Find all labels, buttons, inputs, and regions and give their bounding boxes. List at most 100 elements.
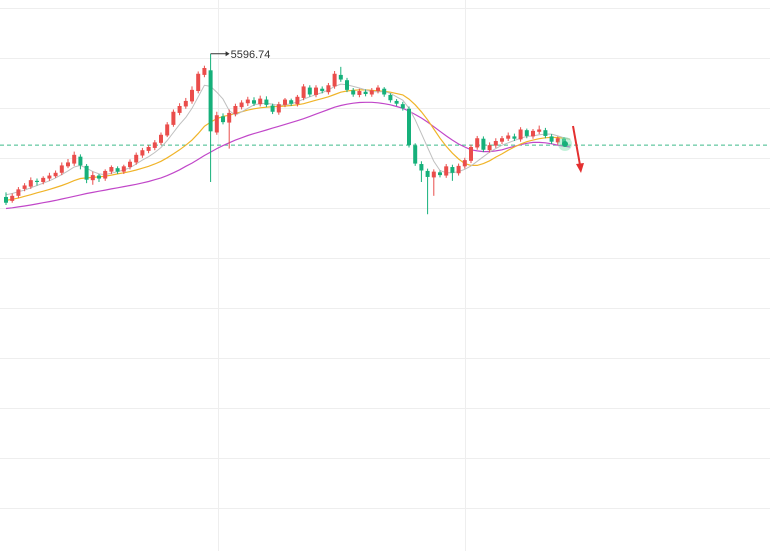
candle-body-up bbox=[152, 142, 157, 148]
candle-body-up bbox=[59, 165, 64, 173]
candle bbox=[307, 85, 312, 97]
candle-body-up bbox=[214, 115, 219, 133]
candle bbox=[252, 97, 256, 106]
candle bbox=[177, 103, 182, 116]
candle-body-up bbox=[301, 86, 306, 98]
candle bbox=[66, 158, 70, 169]
candle-body-up bbox=[518, 129, 523, 140]
candle-body-down bbox=[115, 168, 120, 172]
candle bbox=[357, 88, 362, 98]
candle-body-up bbox=[487, 145, 492, 151]
candle-body-down bbox=[543, 130, 548, 136]
candle bbox=[555, 136, 560, 145]
moving-average-lines bbox=[5, 83, 571, 210]
candle-body-up bbox=[66, 162, 70, 167]
candle bbox=[245, 96, 250, 106]
candle bbox=[314, 85, 318, 98]
candle bbox=[487, 142, 492, 153]
candle bbox=[431, 169, 436, 196]
candle bbox=[165, 122, 170, 138]
candle bbox=[35, 178, 39, 186]
horizontal-grid bbox=[0, 8, 770, 509]
candle-body-up bbox=[295, 96, 300, 105]
candle bbox=[59, 162, 64, 176]
candle-body-down bbox=[394, 100, 399, 104]
candle bbox=[239, 100, 244, 110]
candle-body-up bbox=[109, 167, 114, 172]
candle bbox=[152, 140, 157, 151]
candle-body-up bbox=[10, 195, 15, 201]
candle-body-down bbox=[345, 80, 349, 90]
candle bbox=[345, 77, 349, 93]
candle bbox=[512, 133, 517, 142]
candle-body-up bbox=[475, 138, 480, 148]
candle-body-up bbox=[183, 100, 188, 107]
candle bbox=[419, 161, 424, 182]
candle-body-down bbox=[221, 116, 225, 123]
candle bbox=[41, 176, 46, 185]
candle-body-up bbox=[369, 90, 374, 95]
ma-short-line bbox=[5, 83, 571, 196]
candle bbox=[227, 109, 232, 149]
candle-body-up bbox=[500, 138, 504, 142]
candle bbox=[407, 106, 411, 148]
candle-body-up bbox=[469, 146, 473, 161]
candle bbox=[543, 127, 548, 139]
candle-body-up bbox=[537, 129, 542, 132]
candle bbox=[134, 152, 139, 165]
candle bbox=[270, 103, 275, 115]
vertical-grid bbox=[218, 0, 466, 551]
candle-body-up bbox=[456, 165, 461, 174]
candle-body-up bbox=[202, 68, 207, 75]
candle-body-up bbox=[165, 124, 170, 136]
current-price-marker bbox=[558, 137, 572, 151]
candle bbox=[444, 164, 449, 178]
candle bbox=[28, 177, 33, 189]
candle bbox=[537, 125, 542, 135]
candle bbox=[500, 135, 504, 144]
candle-body-down bbox=[289, 100, 294, 104]
candle-body-up bbox=[177, 106, 182, 113]
candle-body-up bbox=[134, 154, 139, 163]
peak-marker: 5596.74 bbox=[210, 49, 271, 61]
candle-body-down bbox=[84, 165, 89, 180]
candle-body-down bbox=[419, 164, 424, 171]
candle bbox=[103, 169, 108, 181]
candle-body-down bbox=[481, 138, 486, 150]
candle bbox=[140, 147, 145, 158]
candle bbox=[115, 166, 120, 174]
candle-body-up bbox=[196, 73, 201, 92]
candle-body-down bbox=[78, 156, 83, 166]
current-price-dot bbox=[562, 141, 568, 147]
candle bbox=[78, 154, 83, 170]
candle-body-down bbox=[450, 167, 455, 173]
trend-arrow-icon bbox=[572, 125, 584, 173]
ma-long-line bbox=[5, 101, 571, 210]
candle bbox=[326, 82, 331, 95]
candle-body-up bbox=[506, 135, 511, 139]
candle-body-down bbox=[388, 94, 393, 101]
candle-body-down bbox=[382, 88, 387, 95]
candle-body-up bbox=[531, 130, 535, 137]
candle-body-up bbox=[332, 73, 337, 87]
candle bbox=[475, 135, 480, 150]
candle bbox=[128, 159, 132, 170]
candle-body-up bbox=[239, 102, 244, 108]
candle-body-up bbox=[376, 87, 380, 92]
candle-body-up bbox=[22, 185, 27, 189]
candle bbox=[462, 157, 467, 169]
candle bbox=[369, 88, 374, 97]
candle-body-up bbox=[283, 99, 287, 105]
candle-body-down bbox=[438, 172, 442, 176]
candle bbox=[283, 97, 287, 108]
candle bbox=[214, 111, 219, 135]
candle-body-down bbox=[97, 175, 101, 179]
candle-body-up bbox=[121, 166, 126, 172]
candle bbox=[4, 192, 8, 206]
candle-body-up bbox=[444, 166, 449, 176]
trend-arrow-shaft bbox=[572, 125, 581, 166]
peak-price-label: 5596.74 bbox=[231, 49, 271, 61]
candle bbox=[382, 87, 387, 97]
candle bbox=[208, 53, 213, 182]
